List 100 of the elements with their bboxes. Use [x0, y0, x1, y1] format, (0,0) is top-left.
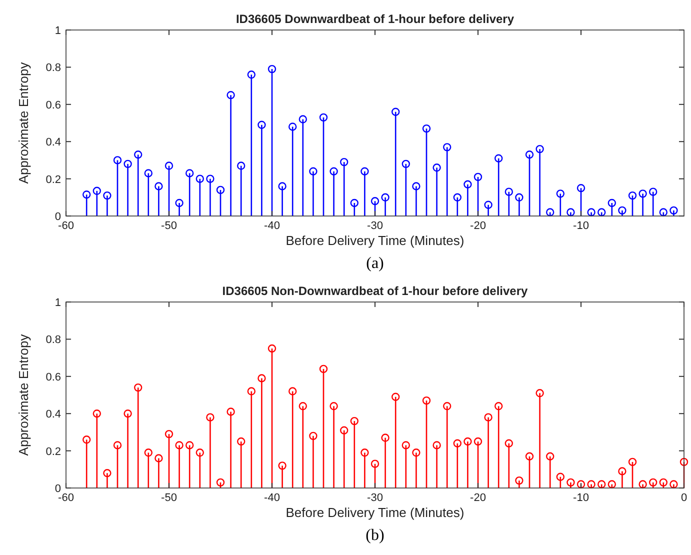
point	[144, 448, 152, 457]
x-tick-label: -30	[367, 220, 383, 232]
point	[576, 184, 586, 192]
point	[340, 158, 348, 166]
point	[206, 413, 214, 422]
point	[237, 437, 246, 446]
point	[134, 383, 142, 392]
point	[546, 452, 554, 460]
point	[680, 458, 688, 466]
point	[298, 115, 307, 124]
point	[587, 480, 596, 488]
point	[278, 182, 286, 190]
x-tick-label: -30	[367, 492, 383, 504]
point	[556, 190, 564, 198]
y-axis-title: Approximate Entropy	[16, 62, 31, 184]
point	[381, 434, 390, 442]
point	[638, 190, 647, 198]
point	[82, 190, 91, 199]
point	[638, 480, 647, 488]
point	[412, 448, 420, 457]
point	[247, 70, 256, 79]
point	[484, 413, 492, 422]
y-tick-label: 0.8	[46, 62, 61, 74]
point	[319, 113, 328, 122]
text: (b)	[366, 527, 384, 544]
point	[350, 198, 358, 208]
point	[608, 480, 616, 488]
point	[370, 197, 380, 206]
point	[216, 478, 225, 487]
point	[175, 441, 184, 450]
point	[350, 416, 358, 426]
point	[598, 208, 606, 216]
point	[216, 186, 225, 194]
point	[536, 144, 544, 154]
point	[360, 167, 369, 176]
x-axis-title: Before Delivery Time (Minutes)	[286, 505, 464, 520]
point	[432, 164, 441, 172]
text: (a)	[366, 255, 384, 272]
point	[330, 167, 338, 176]
y-tick-label: 0.4	[46, 136, 61, 149]
point	[546, 208, 554, 216]
point	[258, 120, 266, 129]
point	[422, 124, 431, 133]
chart-title: ID36605 Non-Downwardbeat of 1-hour before delivery	[222, 284, 528, 298]
point	[92, 410, 101, 418]
y-tick-label: 0	[54, 483, 61, 495]
x-tick-label: -10	[573, 220, 589, 232]
point	[628, 191, 637, 200]
point	[288, 122, 297, 131]
point	[536, 389, 544, 398]
point	[330, 402, 338, 410]
x-axis-title: Before Delivery Time (Minutes)	[286, 233, 464, 248]
x-tick-label: -50	[161, 492, 177, 504]
point	[608, 198, 616, 208]
point	[525, 150, 534, 159]
chart-title: ID36605 Downwardbeat of 1-hour before delivery	[236, 12, 514, 26]
point	[412, 182, 420, 190]
point	[113, 441, 122, 450]
point	[402, 160, 410, 168]
point	[659, 478, 668, 487]
point	[464, 437, 472, 446]
y-tick-label: 1	[54, 297, 61, 309]
x-tick-label: -20	[470, 220, 486, 232]
point	[474, 437, 482, 446]
point	[443, 402, 452, 410]
y-axis-title: Approximate Entropy	[16, 334, 31, 456]
point	[226, 91, 235, 100]
point	[402, 441, 410, 450]
x-tick-label: -60	[58, 492, 74, 504]
point	[659, 208, 668, 216]
point	[392, 108, 400, 116]
point	[309, 167, 318, 176]
point	[268, 344, 276, 353]
x-tick-label: 0	[680, 492, 688, 504]
point	[186, 169, 194, 178]
point	[103, 469, 112, 478]
point	[453, 193, 462, 202]
point	[92, 186, 101, 195]
point	[134, 150, 142, 159]
point	[618, 206, 626, 215]
point	[670, 480, 678, 488]
y-tick-label: 0	[54, 211, 61, 223]
point	[258, 374, 266, 382]
point	[113, 156, 122, 164]
point	[154, 454, 163, 462]
point	[226, 408, 235, 416]
point	[288, 387, 297, 396]
point	[164, 162, 174, 170]
point	[103, 191, 112, 200]
point	[515, 193, 524, 202]
point	[206, 174, 214, 183]
y-tick-label: 0.8	[46, 334, 61, 346]
point	[504, 188, 513, 196]
point	[298, 402, 307, 410]
y-tick-label: 0.2	[46, 446, 61, 458]
point	[443, 143, 452, 152]
point	[196, 448, 204, 457]
point	[587, 208, 596, 216]
point	[124, 410, 132, 418]
point	[649, 478, 658, 487]
